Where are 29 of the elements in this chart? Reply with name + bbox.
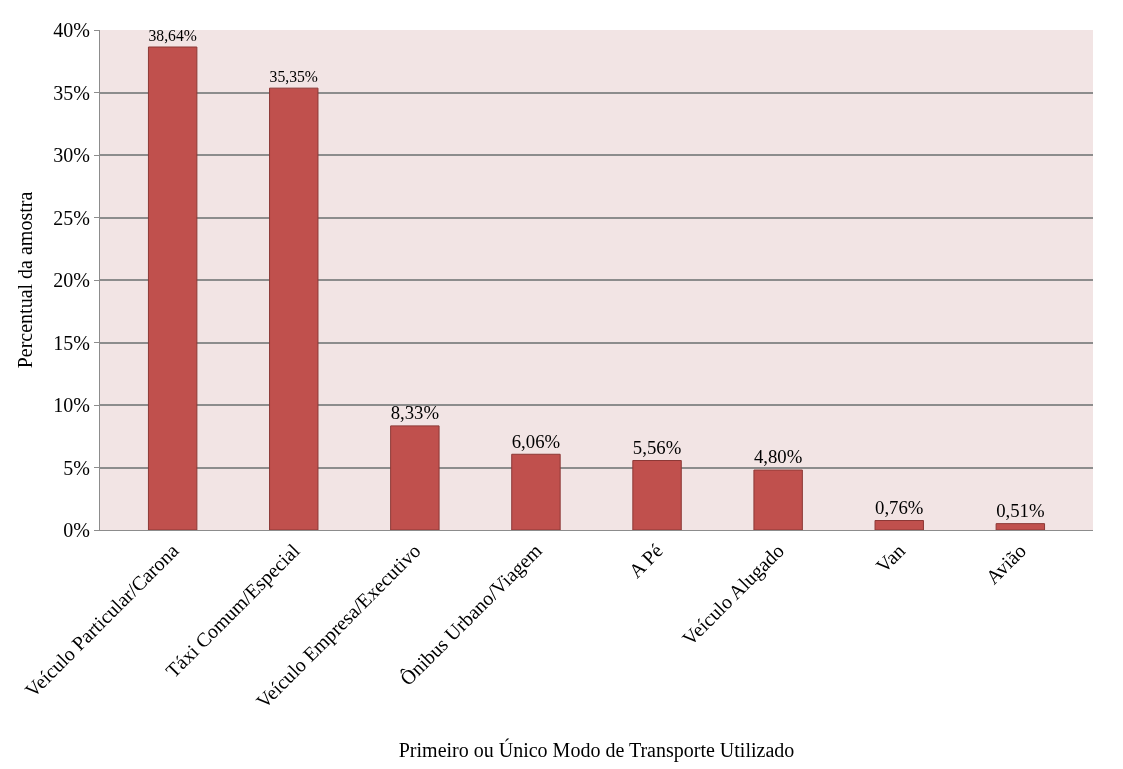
x-tick-label: Van <box>871 539 910 577</box>
data-label: 5,56% <box>632 436 682 458</box>
bar <box>511 453 561 530</box>
y-tick-label: 25% <box>53 206 90 229</box>
bar <box>995 523 1046 530</box>
data-label: 0,51% <box>996 499 1045 521</box>
bar <box>269 87 319 530</box>
x-tick-label: A Pé <box>624 539 668 583</box>
bar <box>147 46 198 530</box>
data-label: 8,33% <box>390 402 440 424</box>
bar <box>753 469 803 530</box>
data-label: 38,64% <box>148 26 197 44</box>
bar <box>390 425 440 530</box>
y-axis-title: Percentual da amostra <box>13 191 36 369</box>
y-tick-label: 35% <box>53 81 90 104</box>
y-tick-label: 15% <box>53 331 90 354</box>
y-tick-label: 20% <box>53 269 90 291</box>
data-label: 6,06% <box>511 430 561 452</box>
data-label: 4,80% <box>753 446 803 468</box>
y-tick-label: 10% <box>53 394 90 416</box>
y-tick-label: 30% <box>53 144 90 166</box>
data-label: 35,35% <box>269 67 318 85</box>
bar <box>632 460 682 530</box>
y-tick-label: 5% <box>63 456 90 479</box>
y-tick-label: 40% <box>53 19 90 41</box>
x-axis-title: Primeiro ou Único Modo de Transporte Utilizado <box>398 737 795 762</box>
data-label: 0,76% <box>875 496 924 518</box>
bar <box>874 520 924 530</box>
y-tick-label: 0% <box>63 519 90 541</box>
